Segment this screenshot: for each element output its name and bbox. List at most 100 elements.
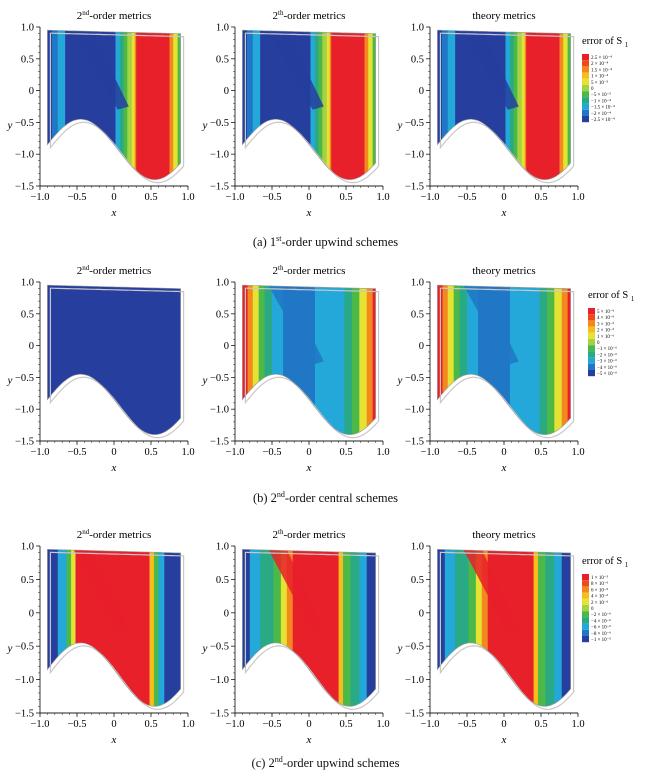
panel-b-3: theory metrics −1.0 −0.5 0 0.5 1.0 1.0 0.5 0 −0.5… [397, 265, 585, 474]
contour-band [524, 30, 527, 180]
contour-band [455, 549, 470, 707]
y-tick-label: 0.5 [216, 309, 229, 320]
caption-number: 2 [268, 756, 275, 771]
contour-band [51, 30, 59, 180]
y-tick-label: −1.0 [405, 675, 424, 686]
contour-band [366, 549, 376, 707]
legend-label: −1 × 10⁻⁴ [591, 98, 611, 104]
y-axis-label: y [7, 375, 13, 387]
caption-tag: (a) [252, 235, 267, 250]
legend-a: error of S 1 2.5 × 10⁻⁴2 × 10⁻⁴1.5 × 10⁻⁴… [582, 36, 629, 123]
contour-band [57, 30, 66, 180]
contour-band [71, 549, 77, 707]
y-tick-label: −1.5 [405, 437, 424, 448]
y-tick-label: −1.5 [210, 182, 229, 193]
legend-label: 4 × 10⁻⁶ [597, 315, 614, 321]
y-tick-label: −0.5 [210, 118, 229, 129]
y-tick-label: −1.0 [405, 405, 424, 416]
legend-swatch [588, 326, 595, 333]
y-tick-label: 0.5 [216, 575, 229, 586]
contour-band [247, 285, 254, 435]
x-tick-label: 0.5 [144, 447, 157, 458]
y-tick-label: −1.0 [210, 675, 229, 686]
y-tick-label: −1.5 [405, 709, 424, 720]
legend-swatch [588, 314, 595, 321]
contour-band [567, 30, 571, 180]
x-tick-label: −1.0 [225, 719, 244, 730]
caption-rest: -order upwind schemes [281, 235, 399, 250]
legend-label: −1 × 10⁻⁵ [591, 637, 611, 643]
x-tick-label: −1.0 [225, 447, 244, 458]
y-tick-label: 0.5 [411, 309, 424, 320]
contour-band [131, 30, 136, 180]
x-tick-label: 0 [306, 719, 311, 730]
legend-label: 4 × 10⁻⁶ [591, 594, 608, 600]
caption-sup: nd [274, 755, 283, 764]
y-tick-label: 0 [224, 341, 229, 352]
x-tick-label: 0.5 [339, 192, 352, 203]
y-tick-label: −0.5 [15, 118, 34, 129]
legend-label: −2 × 10⁻⁶ [597, 352, 617, 358]
legend-label: −8 × 10⁻⁶ [591, 631, 611, 637]
contour-band [177, 30, 181, 180]
contour-band [447, 285, 455, 435]
contour-wedge [463, 285, 519, 365]
contour-band [372, 30, 376, 180]
legend-swatch [582, 97, 589, 104]
contour-wedge [268, 285, 324, 365]
contour-band [258, 285, 266, 435]
domain-outline [437, 548, 571, 707]
contour-band [173, 30, 179, 180]
y-tick-label: 1.0 [21, 23, 34, 34]
legend-c: error of S 1 1 × 10⁻⁵8 × 10⁻⁶6 × 10⁻⁶4 × … [582, 556, 629, 643]
x-tick-label: 1.0 [376, 719, 389, 730]
domain-shadow [439, 32, 575, 184]
domain-shadow [49, 551, 185, 710]
y-axis-label: y [202, 120, 208, 132]
contour-field [437, 549, 571, 707]
y-tick-label: −1.5 [405, 182, 424, 193]
legend-swatch [582, 605, 589, 612]
x-axis-label: x [501, 207, 507, 219]
contour-band [517, 30, 523, 180]
y-tick-label: −1.5 [15, 182, 34, 193]
contour-band [442, 285, 449, 435]
x-tick-label: −0.5 [262, 192, 281, 203]
x-tick-label: 1.0 [376, 447, 389, 458]
contour-band [57, 549, 68, 707]
legend-label: −4 × 10⁻⁶ [591, 618, 611, 624]
x-tick-label: −1.0 [420, 447, 439, 458]
contour-band [343, 549, 352, 707]
legend-label: 8 × 10⁻⁶ [591, 581, 608, 587]
y-tick-label: 0.5 [411, 575, 424, 586]
contour-band [526, 285, 541, 435]
contour-band [444, 549, 456, 707]
contour-band [509, 285, 527, 435]
domain-outline [242, 29, 376, 180]
domain-outline [47, 29, 181, 180]
contour-band [441, 30, 449, 180]
panel-title: 2th-order metrics [273, 9, 346, 22]
contour-field [242, 549, 376, 707]
y-tick-label: −1.5 [15, 709, 34, 720]
contour-band [359, 30, 366, 180]
contour-band [273, 549, 282, 707]
x-tick-label: −1.0 [420, 192, 439, 203]
y-axis-label: y [7, 120, 13, 132]
caption-tag: (b) [252, 491, 268, 506]
contour-band [164, 30, 171, 180]
contour-band [554, 549, 563, 707]
domain-outline [242, 548, 376, 707]
contour-band [127, 30, 133, 180]
x-tick-label: −1.0 [30, 719, 49, 730]
contour-band [500, 30, 507, 180]
panel-a-3: theory metrics −1.0 −0.5 0 0.5 1.0 1.0 0.5 0 −0.5… [397, 10, 585, 219]
legend-label: 2 × 10⁻⁶ [597, 328, 614, 334]
contour-band [264, 285, 273, 435]
legend-label: 0 [597, 341, 600, 346]
contour-band [366, 285, 374, 435]
x-tick-label: −0.5 [262, 719, 281, 730]
contour-band [242, 549, 251, 707]
y-tick-label: −1.5 [210, 709, 229, 720]
